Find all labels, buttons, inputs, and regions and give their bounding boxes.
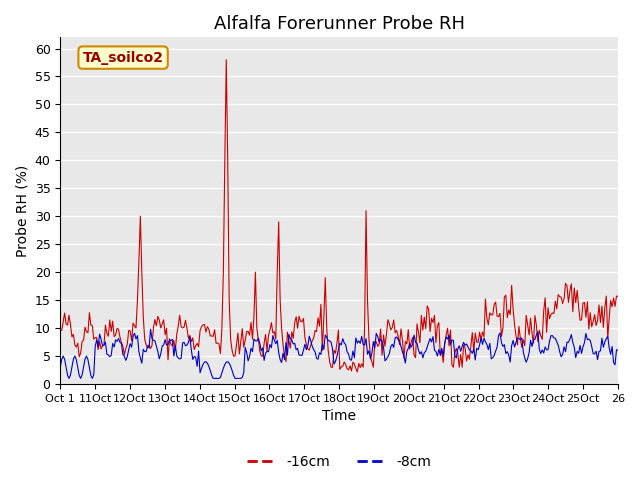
- -16cm: [76, 354, 83, 360]
- -16cm: [614, 293, 622, 299]
- -8cm: [346, 357, 354, 362]
- Title: Alfalfa Forerunner Probe RH: Alfalfa Forerunner Probe RH: [214, 15, 465, 33]
- Y-axis label: Probe RH (%): Probe RH (%): [15, 165, 29, 257]
- -16cm: [223, 57, 230, 62]
- Text: TA_soilco2: TA_soilco2: [83, 50, 164, 65]
- -16cm: [353, 369, 361, 375]
- X-axis label: Time: Time: [322, 409, 356, 423]
- -16cm: [457, 351, 465, 357]
- -16cm: [345, 367, 353, 372]
- -8cm: [93, 337, 100, 343]
- -8cm: [76, 372, 83, 378]
- -8cm: [614, 347, 622, 353]
- -16cm: [612, 293, 620, 299]
- Line: -8cm: -8cm: [60, 329, 618, 378]
- Legend: -16cm, -8cm: -16cm, -8cm: [241, 449, 436, 474]
- -8cm: [56, 364, 64, 370]
- -8cm: [209, 375, 217, 381]
- -8cm: [612, 347, 620, 353]
- -16cm: [56, 327, 64, 333]
- -8cm: [540, 350, 547, 356]
- -16cm: [93, 335, 100, 340]
- -8cm: [147, 326, 154, 332]
- Line: -16cm: -16cm: [60, 60, 618, 372]
- -16cm: [540, 308, 547, 314]
- -8cm: [457, 348, 465, 354]
